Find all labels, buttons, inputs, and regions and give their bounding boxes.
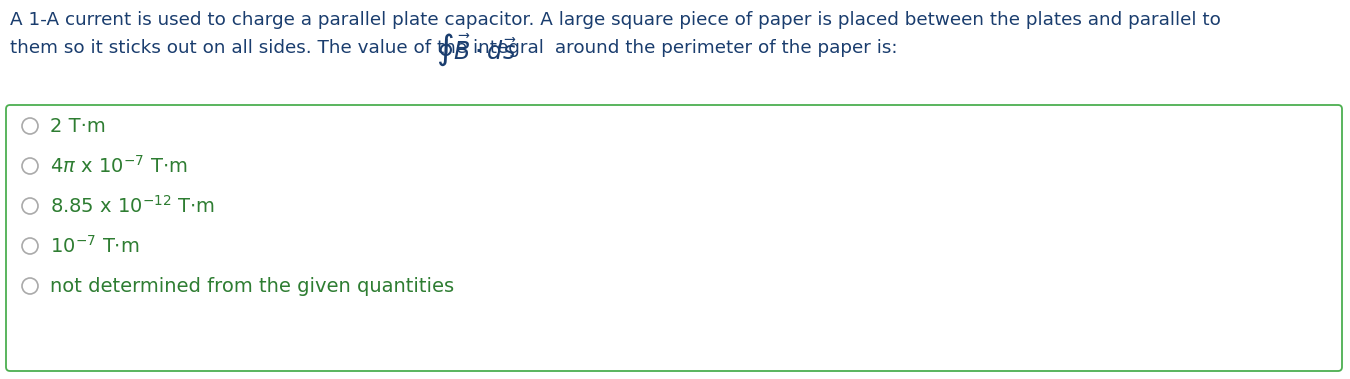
Text: 2 T·m: 2 T·m xyxy=(50,116,105,136)
Text: them so it sticks out on all sides. The value of the integral: them so it sticks out on all sides. The … xyxy=(9,39,544,57)
Text: $8.85\ \mathrm{x}\ 10^{-12}\ \mathrm{T{\cdot}m}$: $8.85\ \mathrm{x}\ 10^{-12}\ \mathrm{T{\… xyxy=(50,195,215,217)
Text: $4\pi\ \mathrm{x}\ 10^{-7}\ \mathrm{T{\cdot}m}$: $4\pi\ \mathrm{x}\ 10^{-7}\ \mathrm{T{\c… xyxy=(50,155,188,177)
Text: $10^{-7}\ \mathrm{T{\cdot}m}$: $10^{-7}\ \mathrm{T{\cdot}m}$ xyxy=(50,235,139,257)
Text: around the perimeter of the paper is:: around the perimeter of the paper is: xyxy=(549,39,898,57)
Text: not determined from the given quantities: not determined from the given quantities xyxy=(50,277,454,296)
Text: $\oint \vec{B} \cdot d\vec{s}$: $\oint \vec{B} \cdot d\vec{s}$ xyxy=(436,32,517,68)
Text: A 1-A current is used to charge a parallel plate capacitor. A large square piece: A 1-A current is used to charge a parall… xyxy=(9,11,1220,29)
